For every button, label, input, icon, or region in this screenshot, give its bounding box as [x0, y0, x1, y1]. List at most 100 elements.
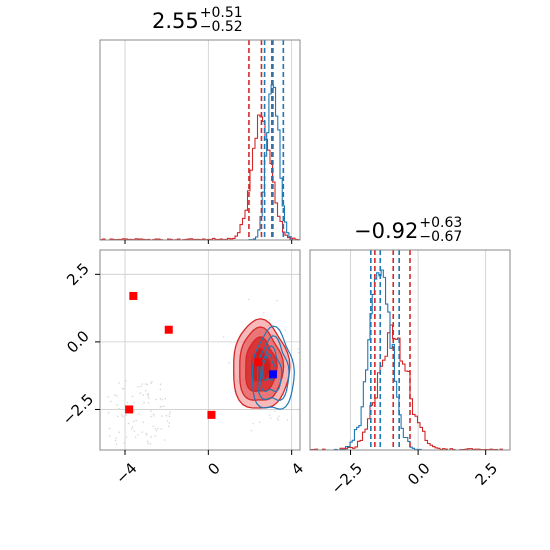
- joint-sample-point: [168, 422, 171, 424]
- joint-sample-point: [165, 414, 168, 417]
- joint-sample-point: [108, 427, 111, 430]
- joint-blue-marker: [268, 370, 277, 379]
- joint-sample-point: [135, 419, 138, 422]
- joint-sample-point: [269, 417, 272, 419]
- joint-sample-point: [168, 413, 171, 415]
- joint-sample-point: [132, 420, 135, 423]
- joint-sample-point: [150, 382, 152, 385]
- joint-sample-point: [134, 436, 137, 439]
- joint-sample-point: [276, 417, 279, 420]
- joint-sample-point: [268, 319, 271, 321]
- joint-sample-point: [163, 405, 165, 408]
- joint-sample-point: [118, 382, 120, 384]
- joint-sample-point: [143, 401, 145, 404]
- joint-x-tick-label: 0: [204, 459, 223, 478]
- joint-sample-point: [147, 397, 150, 400]
- joint-sample-point: [150, 415, 152, 418]
- joint-sample-point: [150, 436, 152, 438]
- joint-sample-point: [159, 397, 162, 400]
- joint-sample-point: [140, 385, 142, 388]
- joint-sample-point: [121, 387, 124, 390]
- x1-red-histogram: [100, 114, 300, 241]
- joint-sample-point: [145, 432, 148, 435]
- joint-sample-point: [137, 434, 139, 436]
- joint-sample-point: [247, 298, 250, 301]
- joint-sample-point: [146, 440, 149, 443]
- joint-sample-point: [284, 329, 286, 331]
- panel-title-x1: 2.55 +0.51 −0.52: [152, 6, 243, 36]
- joint-sample-point: [131, 426, 134, 428]
- joint-sample-point: [268, 414, 271, 416]
- joint-sample-point: [297, 351, 300, 354]
- joint-sample-point: [159, 388, 162, 391]
- joint-sample-point: [125, 380, 127, 382]
- joint-sample-point: [151, 380, 153, 383]
- joint-sample-point: [125, 436, 128, 438]
- joint-sample-point: [138, 413, 140, 415]
- x2-x-tick-label: 2.5: [472, 459, 502, 489]
- joint-sample-point: [133, 430, 136, 432]
- joint-blue-contour: [257, 335, 290, 401]
- joint-sample-point: [122, 387, 125, 390]
- joint-sample-point: [159, 383, 162, 386]
- joint-sample-point: [160, 428, 163, 430]
- joint-sample-point: [141, 431, 143, 433]
- joint-sample-point: [141, 383, 144, 385]
- joint-sample-point: [147, 442, 149, 444]
- joint-sample-point: [250, 429, 253, 432]
- joint-sample-point: [116, 394, 118, 397]
- joint-sample-point: [142, 394, 144, 396]
- joint-sample-point: [125, 414, 127, 416]
- joint-sample-point: [118, 407, 120, 410]
- joint-blue-contour: [260, 345, 283, 393]
- x2-red-histogram: [310, 324, 510, 451]
- joint-red-marker: [207, 410, 216, 419]
- title-x2-value: −0.92: [354, 219, 419, 243]
- joint-sample-point: [286, 419, 289, 422]
- panel-x2-frame: [309, 249, 511, 451]
- joint-x-tick-label: −4: [112, 459, 140, 487]
- joint-sample-point: [163, 439, 166, 441]
- panel-title-x2: −0.92 +0.63 −0.67: [354, 216, 463, 246]
- joint-sample-point: [147, 395, 150, 397]
- joint-sample-point: [297, 348, 299, 350]
- x2-x-tick-label: 0.0: [404, 459, 434, 489]
- joint-sample-point: [228, 361, 230, 364]
- joint-sample-point: [133, 401, 135, 404]
- joint-sample-point: [145, 389, 147, 392]
- joint-x-tick-label: 4: [288, 459, 307, 478]
- title-x2-minus: −0.67: [419, 229, 463, 245]
- title-x1-value: 2.55: [152, 9, 199, 33]
- joint-y-tick-label: 2.5: [63, 260, 93, 290]
- joint-sample-point: [144, 383, 147, 385]
- joint-sample-point: [115, 443, 118, 446]
- joint-sample-point: [115, 437, 118, 440]
- joint-sample-point: [155, 398, 157, 401]
- joint-sample-point: [160, 405, 163, 408]
- panel-joint-frame: [99, 249, 301, 451]
- title-x1-minus: −0.52: [199, 19, 243, 35]
- joint-sample-point: [152, 413, 155, 415]
- joint-sample-point: [116, 415, 119, 418]
- joint-sample-point: [146, 393, 149, 396]
- joint-sample-point: [161, 398, 164, 401]
- joint-sample-point: [107, 396, 110, 398]
- joint-sample-point: [133, 410, 135, 412]
- joint-sample-point: [252, 422, 255, 425]
- joint-y-tick-label: −2.5: [59, 390, 97, 428]
- joint-sample-point: [139, 392, 142, 394]
- joint-sample-point: [277, 419, 279, 421]
- joint-sample-point: [154, 428, 157, 430]
- joint-sample-point: [121, 414, 123, 416]
- joint-sample-point: [276, 299, 278, 302]
- joint-red-marker: [164, 325, 173, 334]
- joint-sample-point: [137, 386, 139, 388]
- joint-sample-point: [155, 429, 158, 432]
- joint-sample-point: [131, 395, 134, 398]
- joint-sample-point: [118, 431, 121, 434]
- joint-sample-point: [142, 421, 145, 424]
- joint-sample-point: [127, 422, 130, 425]
- joint-sample-point: [222, 336, 225, 338]
- joint-sample-point: [149, 442, 152, 445]
